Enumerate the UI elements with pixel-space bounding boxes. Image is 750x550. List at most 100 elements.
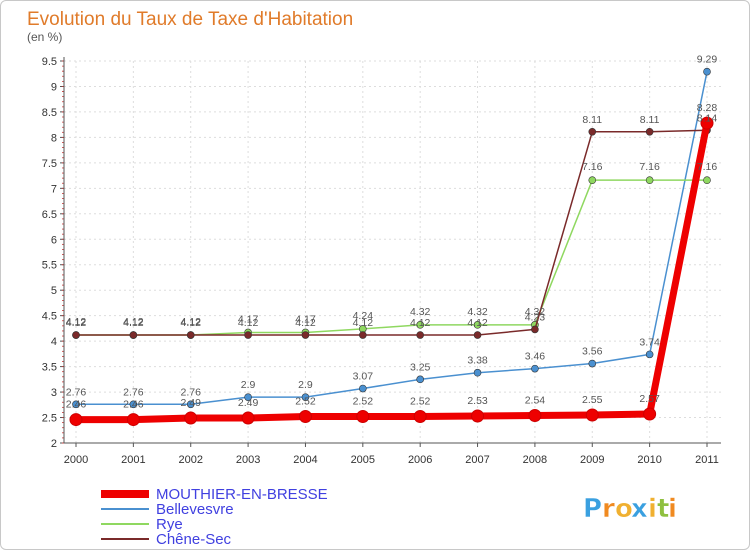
data-label: 2.76 [66,386,87,398]
data-label: 2.49 [181,397,202,409]
x-tick-label: 2002 [178,454,202,466]
y-tick-label: 9.5 [42,56,57,68]
legend-label: Bellevesvre [156,501,234,518]
data-point [129,400,138,409]
y-tick-label: 3.5 [42,362,57,374]
data-label: 3.38 [467,355,488,367]
y-tick-label: 9 [51,81,57,93]
logo-letter: P [583,494,602,524]
data-point [643,407,657,421]
data-point [416,321,424,329]
chart-subtitle: (en %) [27,30,62,44]
data-point [416,375,424,384]
data-label: 4.32 [410,306,431,318]
data-label: 3.74 [639,336,660,348]
data-point [244,331,252,339]
data-label: 4.32 [467,306,488,318]
data-label: 2.55 [582,394,603,406]
data-point [129,331,138,339]
y-tick-label: 2 [51,438,57,450]
data-point [473,321,482,329]
logo-letter: x [631,494,648,524]
data-point [645,127,654,136]
data-label: 4.23 [525,311,546,323]
plot-area [64,61,721,443]
data-point [126,413,140,427]
data-label: 2.52 [410,396,431,408]
data-point [359,384,367,393]
legend-label: MOUTHIER-EN-BRESSE [156,486,328,503]
data-label: 4.12 [295,317,316,329]
data-label: 2.52 [353,396,374,408]
legend-label: Chêne-Sec [156,531,232,548]
x-tick-label: 2010 [637,454,661,466]
data-label: 4.17 [238,313,259,325]
x-tick-label: 2008 [523,454,547,466]
data-label: 4.12 [123,316,144,328]
data-point [528,408,542,422]
y-tick-label: 5.5 [42,260,57,272]
x-tick-label: 2004 [293,454,317,466]
data-label: 9.29 [697,54,718,66]
data-point [356,410,370,424]
y-tick-label: 2.5 [42,413,57,425]
data-point [473,368,482,377]
x-tick-label: 2009 [580,454,604,466]
data-label: 8.28 [697,102,718,114]
data-label: 8.11 [640,114,660,126]
data-label: 4.24 [353,310,374,322]
data-point [645,350,654,359]
data-point [645,176,654,184]
data-label: 2.53 [467,395,488,407]
legend: MOUTHIER-EN-BRESSEBellevesvreRyeChêne-Se… [101,486,328,548]
data-point [186,331,195,339]
logo-letter: r [602,494,615,524]
data-label: 2.46 [66,399,87,411]
data-point [413,410,427,424]
y-tick-label: 7.5 [42,158,57,170]
data-label: 8.11 [582,114,602,126]
data-point [72,331,80,339]
data-label: 4.12 [353,317,374,329]
y-tick-label: 4 [51,336,57,348]
data-label: 2.54 [525,394,546,406]
y-tick-label: 6 [51,234,57,246]
y-tick-label: 8.5 [42,107,57,119]
data-point [72,400,80,409]
data-point [184,411,198,425]
y-tick-label: 7 [51,183,57,195]
x-tick-label: 2011 [695,454,719,466]
data-point [588,176,597,184]
x-tick-label: 2003 [236,454,260,466]
y-tick-label: 4.5 [42,311,57,323]
data-point [241,411,255,425]
data-label: 3.07 [353,371,374,383]
data-label: 2.76 [181,386,202,398]
y-tick-label: 3 [51,387,57,399]
logo-letter: i [648,494,657,524]
x-tick-label: 2007 [465,454,489,466]
data-point [69,413,83,427]
data-label: 4.12 [66,317,87,329]
data-point [244,393,252,401]
data-label: 3.56 [582,346,603,358]
data-point [531,325,539,334]
data-label: 7.16 [639,161,660,173]
data-label: 4.12 [181,316,202,328]
data-label: 4.12 [238,317,259,329]
data-point [301,393,310,401]
x-tick-label: 2005 [351,454,375,466]
data-point [473,331,482,339]
data-label: 4.12 [467,317,488,329]
data-label: 4.32 [525,306,546,318]
logo-letter: i [668,494,677,524]
data-point [700,116,714,130]
logo-letter: o [615,494,633,524]
data-label: 2.46 [123,399,144,411]
data-label: 3.46 [525,351,546,363]
data-label: 2.9 [241,379,256,391]
